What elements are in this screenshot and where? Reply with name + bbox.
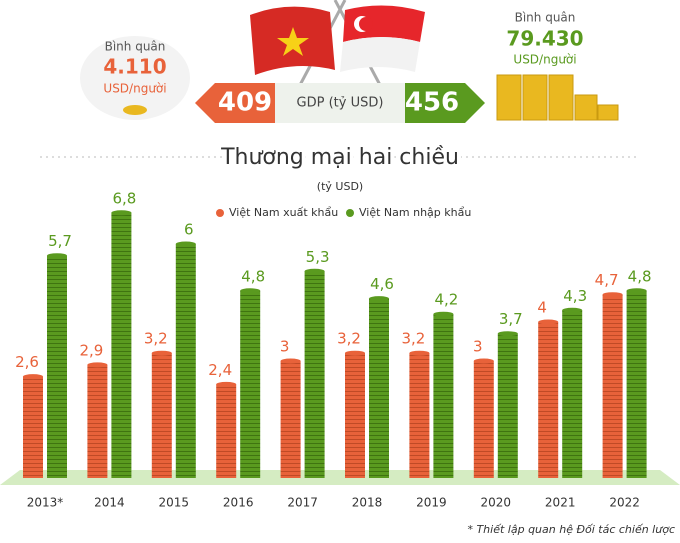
value-label: 4,8 bbox=[241, 267, 265, 285]
vn-unit: USD/người bbox=[103, 82, 166, 96]
value-label: 2,4 bbox=[208, 361, 232, 379]
sg-value: 79.430 bbox=[506, 27, 583, 51]
value-label: 4,3 bbox=[563, 287, 587, 305]
bar-cap bbox=[151, 350, 172, 356]
bar-cap bbox=[87, 362, 108, 368]
bar bbox=[345, 353, 365, 478]
coin bbox=[123, 105, 147, 115]
bar-cap bbox=[409, 350, 430, 356]
bar-cap bbox=[626, 288, 647, 294]
legend-swatch bbox=[346, 209, 354, 217]
value-label: 3,2 bbox=[401, 330, 425, 348]
flags bbox=[250, 0, 425, 86]
x-tick-label: 2019 bbox=[416, 496, 447, 510]
value-label: 2,9 bbox=[79, 341, 103, 359]
bar bbox=[433, 314, 454, 478]
value-label: 6,8 bbox=[112, 189, 136, 207]
bar bbox=[304, 271, 325, 478]
value-label: 3,7 bbox=[499, 310, 523, 328]
legend-swatch bbox=[216, 209, 224, 217]
bar bbox=[47, 255, 67, 478]
bar bbox=[409, 353, 430, 478]
legend-label: Việt Nam xuất khẩu bbox=[229, 206, 338, 219]
bar-cap bbox=[304, 268, 325, 274]
vn-label: Bình quân bbox=[105, 40, 166, 54]
x-tick-label: 2021 bbox=[545, 496, 576, 510]
chart-subtitle: (tỷ USD) bbox=[317, 180, 363, 193]
bar bbox=[111, 212, 132, 479]
bar-cap bbox=[602, 292, 623, 298]
gdp-sg: 456 bbox=[405, 88, 459, 118]
bar-cap bbox=[369, 296, 389, 302]
bar bbox=[473, 361, 494, 478]
bar bbox=[626, 290, 647, 478]
bar-cap bbox=[23, 374, 43, 380]
x-tick-label: 2016 bbox=[223, 496, 254, 510]
value-label: 4,6 bbox=[370, 275, 394, 293]
value-label: 4,2 bbox=[434, 291, 458, 309]
bar-cap bbox=[497, 331, 518, 337]
bar-cap bbox=[562, 307, 583, 313]
bar-cap bbox=[47, 253, 67, 259]
value-label: 4,7 bbox=[595, 271, 619, 289]
bar bbox=[562, 310, 583, 478]
x-tick-label: 2018 bbox=[352, 496, 383, 510]
bar-cap bbox=[216, 381, 237, 387]
gdp-band bbox=[195, 83, 485, 123]
value-label: 3,2 bbox=[144, 330, 168, 348]
bar bbox=[240, 290, 261, 478]
bar bbox=[369, 298, 389, 478]
value-label: 4,8 bbox=[628, 267, 652, 285]
bar-cap bbox=[538, 319, 559, 325]
x-tick-label: 2015 bbox=[159, 496, 190, 510]
bar-cap bbox=[240, 288, 261, 294]
value-label: 6 bbox=[184, 221, 194, 239]
bar bbox=[497, 333, 518, 478]
value-label: 5,3 bbox=[306, 248, 330, 266]
bar bbox=[602, 294, 623, 478]
legend-label: Việt Nam nhập khẩu bbox=[359, 206, 471, 219]
gdp-label: GDP (tỷ USD) bbox=[297, 96, 384, 111]
bar bbox=[538, 322, 559, 478]
bar bbox=[175, 244, 196, 478]
x-tick-label: 2017 bbox=[287, 496, 318, 510]
value-label: 2,6 bbox=[15, 353, 39, 371]
bar bbox=[216, 384, 237, 478]
bar-cap bbox=[473, 358, 494, 364]
bar-cap bbox=[280, 358, 301, 364]
value-label: 3 bbox=[473, 338, 483, 356]
footnote: * Thiết lập quan hệ Đối tác chiến lược bbox=[467, 523, 675, 536]
value-label: 3,2 bbox=[337, 330, 361, 348]
coins bbox=[496, 74, 619, 121]
chart-title: Thương mại hai chiều bbox=[220, 145, 459, 170]
x-tick-label: 2022 bbox=[609, 496, 640, 510]
vn-bubble bbox=[80, 36, 190, 120]
bar-cap bbox=[175, 241, 196, 247]
value-label: 3 bbox=[280, 338, 290, 356]
value-label: 5,7 bbox=[48, 232, 72, 250]
vn-value: 4.110 bbox=[103, 55, 166, 79]
value-label: 4 bbox=[537, 299, 547, 317]
sg-label: Bình quân bbox=[515, 11, 576, 25]
x-tick-label: 2020 bbox=[481, 496, 512, 510]
bar-cap bbox=[111, 210, 132, 216]
bar bbox=[280, 361, 301, 478]
bar bbox=[151, 353, 172, 478]
bar bbox=[23, 376, 43, 478]
x-tick-label: 2013* bbox=[27, 496, 64, 510]
sg-unit: USD/người bbox=[513, 53, 576, 67]
x-tick-label: 2014 bbox=[94, 496, 125, 510]
bar-cap bbox=[345, 350, 365, 356]
gdp-vn: 409 bbox=[218, 88, 272, 118]
bar-cap bbox=[433, 311, 454, 317]
bar bbox=[87, 364, 108, 478]
